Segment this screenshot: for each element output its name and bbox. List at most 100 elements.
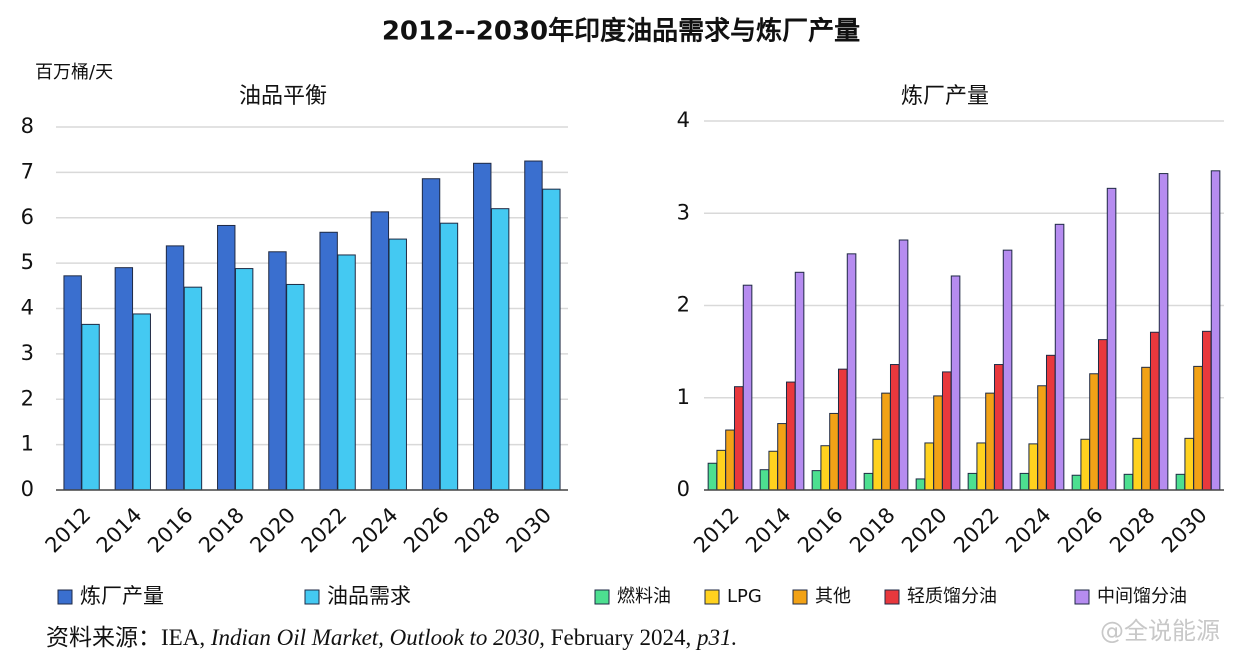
bar (976, 442, 987, 491)
legend-swatch (57, 589, 73, 605)
y-tick-label: 5 (21, 250, 34, 274)
source-part: Indian Oil Market, Outlook to 2030, (210, 625, 545, 650)
source-part: p31. (695, 625, 737, 650)
bar (725, 429, 735, 491)
bar (915, 478, 926, 491)
y-tick-label: 2 (677, 293, 690, 317)
bar (439, 222, 459, 491)
bar (217, 224, 236, 491)
bar (829, 412, 839, 491)
y-tick-label: 1 (21, 432, 34, 456)
bar (268, 251, 287, 491)
bar (1037, 385, 1047, 491)
y-tick-label: 8 (21, 114, 34, 138)
bar (863, 472, 874, 491)
bar (1158, 173, 1169, 491)
bar (742, 284, 753, 491)
y-tick-label: 7 (21, 159, 34, 183)
bar (473, 162, 492, 491)
bar (933, 395, 943, 491)
watermark: @全说能源 (1100, 617, 1220, 645)
bar (794, 271, 805, 491)
bar (950, 275, 961, 491)
bar (132, 313, 151, 491)
bar (993, 364, 1004, 491)
bar (820, 445, 831, 491)
bar (1019, 472, 1030, 491)
bar (1175, 473, 1186, 491)
legend-label: 中间馏分油 (1097, 586, 1187, 607)
bar (941, 371, 952, 491)
bar (183, 286, 203, 491)
bar (1201, 330, 1212, 491)
bar (924, 442, 935, 491)
source: 资料来源：IEA, Indian Oil Market, Outlook to … (46, 625, 737, 650)
bar (319, 231, 338, 491)
legend-swatch (792, 589, 808, 605)
legend-label: 油品需求 (327, 584, 411, 608)
bar (421, 178, 441, 491)
bar (388, 238, 407, 491)
y-tick-label: 6 (21, 205, 34, 229)
bar (785, 381, 796, 491)
bar (716, 449, 727, 491)
chart-title: 炼厂产量 (901, 84, 989, 109)
bar (889, 364, 900, 491)
legend-swatch (594, 589, 610, 605)
legend-label: 轻质馏分油 (907, 586, 997, 607)
bar (1054, 223, 1065, 491)
bar (733, 386, 744, 491)
bar (1002, 249, 1013, 491)
legend-swatch (884, 589, 900, 605)
bar (63, 275, 82, 491)
bar (1071, 474, 1082, 491)
legend-label: 燃料油 (617, 586, 671, 607)
chart-title: 油品平衡 (239, 84, 327, 109)
bar (837, 368, 848, 491)
y-tick-label: 4 (677, 108, 690, 132)
bar (1193, 365, 1203, 491)
bar (1141, 366, 1151, 491)
y-tick-label: 0 (677, 477, 690, 501)
bar (524, 160, 543, 491)
bar (114, 267, 134, 491)
bar (777, 423, 787, 491)
bar (542, 188, 561, 491)
legend-label: 其他 (815, 586, 851, 607)
bar (707, 462, 718, 491)
bar (1132, 437, 1143, 491)
bar (881, 392, 891, 491)
bar (846, 253, 857, 491)
bar (985, 392, 995, 491)
bar (1210, 170, 1221, 491)
bar (337, 254, 356, 491)
bar (967, 472, 978, 491)
bar (811, 470, 822, 491)
y-tick-label: 3 (21, 341, 34, 365)
bar (286, 283, 305, 491)
bar (1106, 187, 1117, 491)
bar (234, 268, 254, 491)
y-tick-label: 2 (21, 386, 34, 410)
legend-swatch (704, 589, 720, 605)
source-part: 资料来源：IEA, (46, 625, 211, 650)
y-unit: 百万桶/天 (35, 62, 113, 83)
bar (759, 469, 770, 491)
bar (1028, 443, 1039, 491)
bar (872, 438, 883, 491)
legend-swatch (1074, 589, 1090, 605)
y-tick-label: 1 (677, 385, 690, 409)
bar (370, 211, 390, 491)
bar (1045, 354, 1056, 491)
legend-label: 炼厂产量 (80, 584, 164, 608)
bar (898, 239, 909, 491)
bar (490, 208, 510, 491)
bar (1080, 438, 1091, 491)
legend-label: LPG (727, 586, 762, 607)
page-title: 2012--2030年印度油品需求与炼厂产量 (382, 16, 860, 47)
y-tick-label: 3 (677, 200, 690, 224)
legend-swatch (304, 589, 320, 605)
bar (1097, 339, 1108, 491)
